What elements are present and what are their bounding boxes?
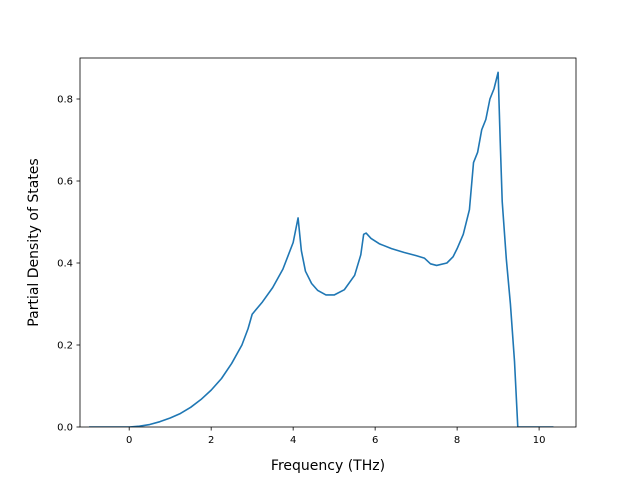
x-axis-ticks: 0 2 4 6 8 10 — [126, 427, 545, 446]
y-tick-label: 0.4 — [57, 259, 73, 270]
axes-frame — [79, 57, 577, 428]
y-tick-label: 0.2 — [57, 341, 73, 352]
x-tick-label: 2 — [208, 435, 214, 446]
x-tick-label: 10 — [533, 435, 546, 446]
x-tick-label: 4 — [290, 435, 296, 446]
y-tick-label: 0.8 — [57, 95, 73, 106]
x-tick-label: 6 — [372, 435, 378, 446]
x-tick-label: 8 — [454, 435, 460, 446]
y-axis-ticks: 0.0 0.2 0.4 0.6 0.8 — [57, 95, 80, 434]
series-line-0 — [89, 71, 554, 427]
x-axis-label: Frequency (THz) — [271, 458, 385, 474]
x-tick-label: 0 — [126, 435, 132, 446]
y-axis-label: Partial Density of States — [26, 158, 42, 326]
y-tick-label: 0.6 — [57, 177, 73, 188]
y-tick-label: 0.0 — [57, 423, 73, 434]
plot-area — [89, 71, 554, 427]
